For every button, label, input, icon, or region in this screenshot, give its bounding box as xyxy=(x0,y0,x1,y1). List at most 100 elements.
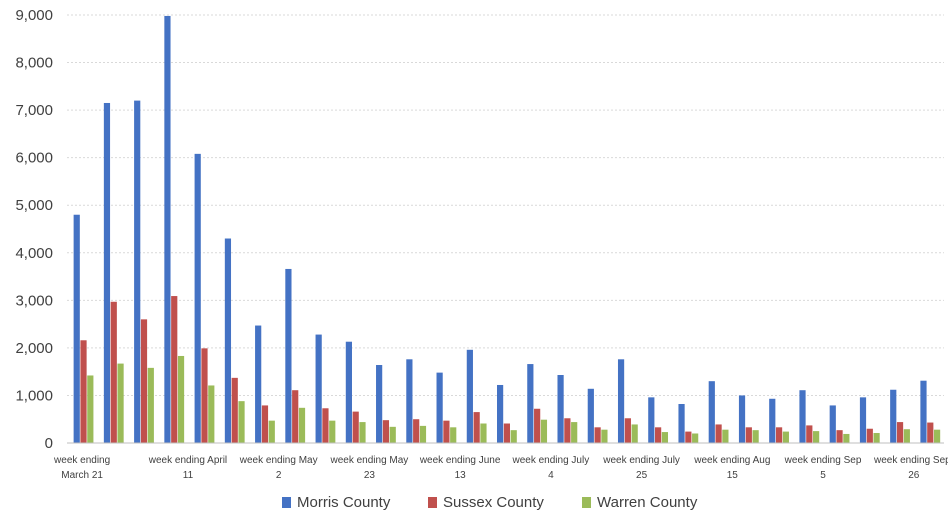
bar-sussex-county xyxy=(322,408,329,443)
bar-sussex-county xyxy=(534,408,541,443)
bar-warren-county xyxy=(782,431,789,443)
bar-morris-county xyxy=(345,341,352,443)
bar-morris-county xyxy=(315,334,322,443)
bar-sussex-county xyxy=(624,418,631,443)
bar-morris-county xyxy=(859,397,867,443)
x-tick-label: 5 xyxy=(820,470,826,481)
bar-warren-county xyxy=(903,429,910,443)
bar-warren-county xyxy=(540,419,548,443)
x-tick-label: 13 xyxy=(455,470,467,481)
x-tick-label: 26 xyxy=(908,470,920,481)
bar-sussex-county xyxy=(836,430,843,443)
legend-label: Sussex County xyxy=(443,494,544,511)
bar-sussex-county xyxy=(806,425,813,443)
bar-warren-county xyxy=(813,431,820,443)
x-axis-labels: week ending March 21 week ending April 11 we… xyxy=(53,455,948,481)
bar-warren-county xyxy=(87,375,94,443)
bar-warren-county xyxy=(933,429,941,443)
bar-warren-county xyxy=(329,420,336,443)
bar-sussex-county xyxy=(140,319,148,443)
bar-morris-county xyxy=(769,398,776,443)
bar-warren-county xyxy=(601,429,608,443)
bar-warren-county xyxy=(510,430,517,443)
bar-sussex-county xyxy=(382,420,390,443)
bar-warren-county xyxy=(692,433,699,443)
bar-morris-county xyxy=(527,364,534,443)
bar-morris-county xyxy=(466,349,473,443)
legend-label: Warren County xyxy=(597,494,698,511)
bar-sussex-county xyxy=(594,427,601,443)
bar-morris-county xyxy=(587,388,594,443)
x-tick-label: week ending Aug xyxy=(693,455,770,466)
y-tick-label: 0 xyxy=(45,435,53,452)
bar-sussex-county xyxy=(201,348,208,443)
bar-warren-county xyxy=(419,425,427,443)
bar-morris-county xyxy=(708,381,715,443)
x-tick-label: week ending June xyxy=(419,455,501,466)
y-tick-label: 4,000 xyxy=(15,245,53,262)
bar-morris-county xyxy=(829,405,836,443)
bar-warren-county xyxy=(238,401,245,443)
bar-sussex-county xyxy=(231,377,238,443)
x-tick-label: 25 xyxy=(636,470,648,481)
bar-sussex-county xyxy=(655,427,662,443)
bar-morris-county xyxy=(224,238,232,443)
x-tick-label: week ending Sept xyxy=(873,455,948,466)
bar-sussex-county xyxy=(80,340,87,443)
x-tick-label: 15 xyxy=(727,470,739,481)
bar-morris-county xyxy=(134,100,141,443)
bar-sussex-county xyxy=(261,405,269,443)
bar-morris-county xyxy=(285,268,292,443)
bar-warren-county xyxy=(359,422,366,443)
x-tick-label: 2 xyxy=(276,470,282,481)
bar-warren-county xyxy=(661,432,669,443)
x-tick-label: 11 xyxy=(183,470,194,481)
y-tick-label: 2,000 xyxy=(15,340,53,357)
legend-label: Morris County xyxy=(297,494,391,511)
bar-warren-county xyxy=(480,423,487,443)
bar-sussex-county xyxy=(775,427,783,443)
bar-sussex-county xyxy=(443,420,450,443)
x-tick-label: March 21 xyxy=(61,470,103,481)
bar-morris-county xyxy=(557,375,564,443)
legend: Morris County Sussex County Warren County xyxy=(282,494,698,511)
x-tick-label: week ending May xyxy=(239,455,318,466)
x-tick-label: week ending July xyxy=(512,455,590,466)
x-tick-label: week ending Sep xyxy=(784,455,862,466)
bar-warren-county xyxy=(873,433,880,443)
bar-sussex-county xyxy=(564,418,571,443)
x-tick-label: week ending July xyxy=(602,455,680,466)
bar-warren-county xyxy=(177,355,185,443)
bar-morris-county xyxy=(164,15,171,443)
legend-swatch xyxy=(582,497,591,508)
bars xyxy=(73,15,941,444)
bar-morris-county xyxy=(73,214,80,443)
bar-sussex-county xyxy=(503,423,510,443)
bar-morris-county xyxy=(497,384,504,443)
bar-morris-county xyxy=(890,389,897,443)
y-tick-label: 5,000 xyxy=(15,197,53,214)
bar-morris-county xyxy=(678,404,685,443)
x-tick-label: week ending May xyxy=(329,455,408,466)
y-tick-label: 9,000 xyxy=(15,7,53,24)
bar-morris-county xyxy=(738,395,746,443)
bar-morris-county xyxy=(406,359,413,443)
y-tick-label: 7,000 xyxy=(15,102,53,119)
bar-sussex-county xyxy=(292,390,299,443)
bar-sussex-county xyxy=(413,419,420,443)
bar-morris-county xyxy=(194,153,201,444)
bar-morris-county xyxy=(376,365,383,443)
bar-warren-county xyxy=(752,430,759,443)
y-axis-tick-labels: 0 1,000 2,000 3,000 4,000 5,000 6,000 7,000 8,00… xyxy=(15,7,53,452)
bar-warren-county xyxy=(208,385,215,443)
bar-morris-county xyxy=(255,325,262,443)
bar-warren-county xyxy=(843,433,850,443)
bar-sussex-county xyxy=(473,412,480,443)
bar-sussex-county xyxy=(866,428,873,443)
bar-warren-county xyxy=(117,363,124,443)
bar-warren-county xyxy=(631,424,638,443)
y-tick-label: 1,000 xyxy=(15,387,53,404)
bar-morris-county xyxy=(799,390,806,443)
